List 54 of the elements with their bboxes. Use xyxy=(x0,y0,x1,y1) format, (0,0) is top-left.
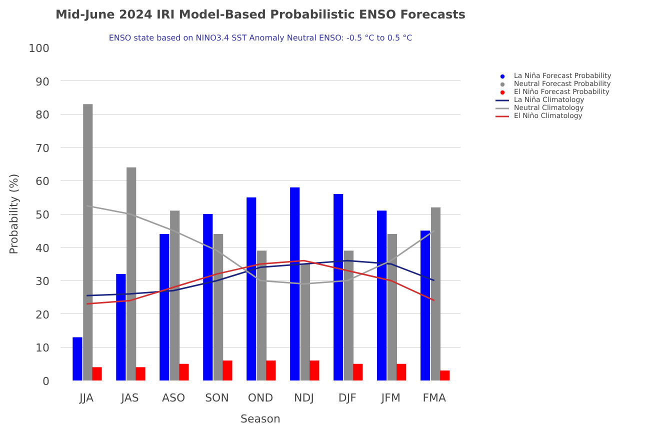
x-tick-label: JJA xyxy=(78,392,94,404)
x-tick-label: FMA xyxy=(422,392,447,404)
bar xyxy=(290,187,300,380)
bar xyxy=(310,360,320,380)
bar xyxy=(83,104,93,380)
bar xyxy=(266,360,276,380)
bar xyxy=(214,234,224,380)
line-series xyxy=(86,204,436,285)
bar xyxy=(396,364,406,380)
bar xyxy=(387,234,398,380)
bar xyxy=(334,194,344,380)
bar xyxy=(440,370,450,380)
bar xyxy=(136,367,146,380)
y-axis-title: Probability (%) xyxy=(8,174,21,254)
y-tick-label: 10 xyxy=(36,342,50,355)
x-tick-label: NDJ xyxy=(294,392,314,404)
x-tick-label: ASO xyxy=(162,392,186,404)
y-tick-label: 80 xyxy=(36,108,50,122)
bar xyxy=(160,234,170,380)
y-tick-label: 50 xyxy=(36,208,50,222)
bar xyxy=(300,264,310,380)
y-tick-label: 0 xyxy=(42,375,50,388)
x-tick-label: OND xyxy=(248,392,274,404)
x-tick-label: JFM xyxy=(380,392,400,404)
line-series xyxy=(86,260,436,296)
bar xyxy=(257,250,267,380)
chart-title: Mid-June 2024 IRI Model-Based Probabilistic ENSO Forecasts xyxy=(55,8,466,22)
y-tick-label: 20 xyxy=(36,308,50,322)
x-tick-label: SON xyxy=(205,392,229,404)
bar xyxy=(126,167,136,380)
line-series xyxy=(86,260,436,305)
x-tick-label: JAS xyxy=(120,392,139,404)
chart-subtitle: ENSO state based on NINO3.4 SST Anomaly Neutral ENSO: -0.5 °C to 0.5 °C xyxy=(108,34,413,42)
bar xyxy=(222,360,232,380)
bar xyxy=(246,197,256,380)
bar xyxy=(116,274,126,380)
bar xyxy=(72,337,82,380)
y-tick-label: 60 xyxy=(36,175,50,188)
y-tick-label: 90 xyxy=(36,75,50,88)
bar xyxy=(430,207,440,380)
x-tick-label: DJF xyxy=(338,392,356,404)
y-tick-label: 40 xyxy=(36,242,50,255)
bar xyxy=(344,250,354,380)
bar xyxy=(179,364,189,380)
bar xyxy=(92,367,102,380)
y-tick-label: 70 xyxy=(36,142,50,155)
y-tick-label: 30 xyxy=(36,275,50,288)
bar xyxy=(377,210,387,380)
bar xyxy=(353,364,363,380)
bar xyxy=(203,214,213,380)
y-tick-label: 100 xyxy=(28,42,50,55)
bar xyxy=(420,230,430,380)
bar xyxy=(170,210,180,380)
x-axis-title: Season xyxy=(240,412,280,426)
